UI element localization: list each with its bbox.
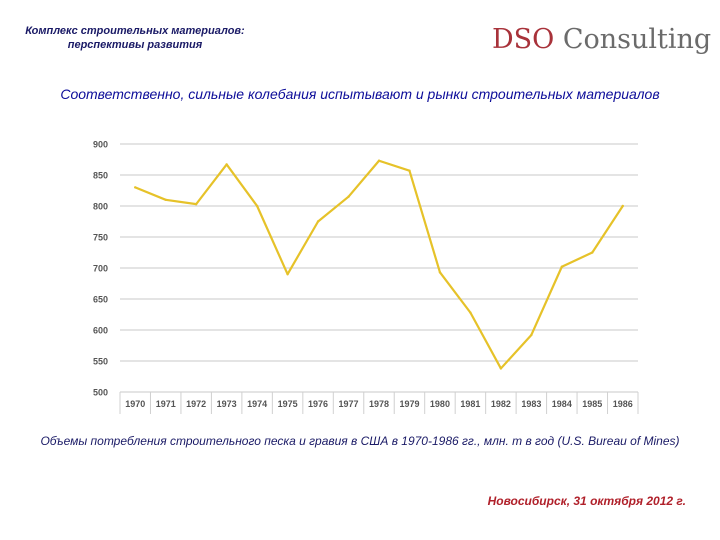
data-point	[225, 163, 228, 166]
x-tick-label: 1979	[399, 399, 419, 409]
y-tick-label: 700	[93, 264, 108, 274]
data-point	[164, 198, 167, 201]
x-tick-label: 1983	[521, 399, 541, 409]
logo-consulting: Consulting	[554, 24, 712, 55]
data-point	[560, 265, 564, 268]
x-tick-label: 1977	[339, 399, 359, 409]
data-point	[134, 186, 137, 189]
x-tick-label: 1973	[217, 399, 237, 409]
logo-dso: DSO	[492, 24, 555, 55]
data-point	[408, 169, 411, 172]
company-logo: DSO Consulting	[492, 22, 711, 58]
x-tick-label: 1985	[582, 399, 602, 409]
x-tick-label: 1984	[552, 399, 572, 409]
y-tick-label: 650	[93, 295, 108, 305]
data-point	[621, 204, 624, 208]
line-chart: 900 850 800 750 700 650 600 550 500 1970 1971 1972 1…	[80, 132, 650, 417]
data-point	[530, 333, 533, 337]
footer-date: Новосибирск, 31 октября 2012 г.	[487, 494, 686, 508]
y-tick-label: 850	[93, 171, 108, 181]
y-tick-label: 550	[93, 357, 108, 367]
chart-caption: Объемы потребления строительного песка и…	[40, 434, 680, 448]
data-point	[469, 311, 472, 314]
x-tick-label: 1974	[247, 399, 267, 409]
data-point	[255, 204, 259, 208]
data-point	[286, 273, 289, 276]
slide-subtitle: Соответственно, сильные колебания испыты…	[60, 86, 660, 102]
x-tick-label: 1986	[613, 399, 633, 409]
data-point	[377, 159, 381, 162]
data-point	[194, 202, 198, 206]
presentation-title-line2: перспективы развития	[67, 39, 203, 51]
series-line	[134, 159, 624, 370]
data-point	[347, 195, 350, 198]
x-tick-label: 1975	[278, 399, 298, 409]
x-tick-label: 1978	[369, 399, 389, 409]
presentation-title: Комплекс строительных материалов: перспе…	[10, 24, 260, 52]
y-tick-label: 900	[93, 140, 108, 150]
y-tick-label: 500	[93, 388, 108, 398]
x-tick-label: 1971	[156, 399, 176, 409]
chart-svg: 900 850 800 750 700 650 600 550 500 1970 1971 1972 1…	[93, 140, 639, 414]
y-tick-label: 750	[93, 233, 108, 243]
data-point	[499, 367, 503, 370]
x-tick-label: 1970	[125, 399, 145, 409]
x-tick-label: 1976	[308, 399, 328, 409]
data-point	[438, 271, 442, 274]
data-point	[591, 251, 594, 254]
data-point	[316, 220, 320, 223]
y-tick-label: 600	[93, 326, 108, 336]
x-tick-label: 1981	[460, 399, 480, 409]
x-tick-label: 1982	[491, 399, 511, 409]
x-tick-label: 1980	[430, 399, 450, 409]
x-tick-label: 1972	[186, 399, 206, 409]
presentation-title-line1: Комплекс строительных материалов:	[25, 25, 245, 37]
y-tick-label: 800	[93, 202, 108, 212]
